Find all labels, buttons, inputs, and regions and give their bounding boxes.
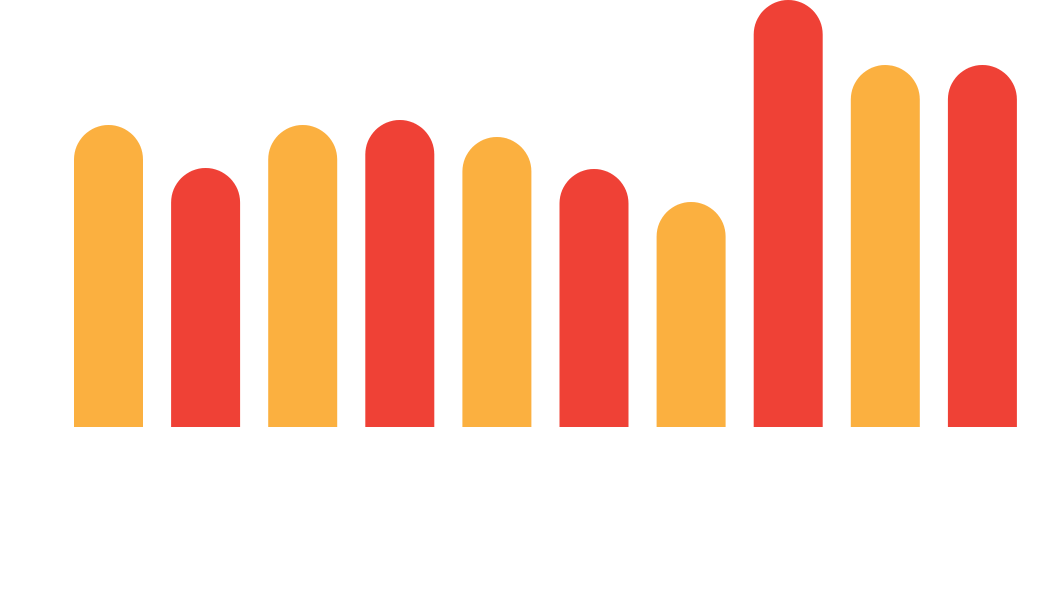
bar <box>462 136 532 427</box>
bar <box>656 202 726 427</box>
bar <box>947 65 1017 427</box>
bar <box>171 168 241 428</box>
bar <box>74 125 143 427</box>
bar <box>753 0 823 427</box>
bar <box>365 120 435 428</box>
bar <box>268 125 338 427</box>
bar <box>559 169 629 428</box>
bar <box>850 65 920 427</box>
